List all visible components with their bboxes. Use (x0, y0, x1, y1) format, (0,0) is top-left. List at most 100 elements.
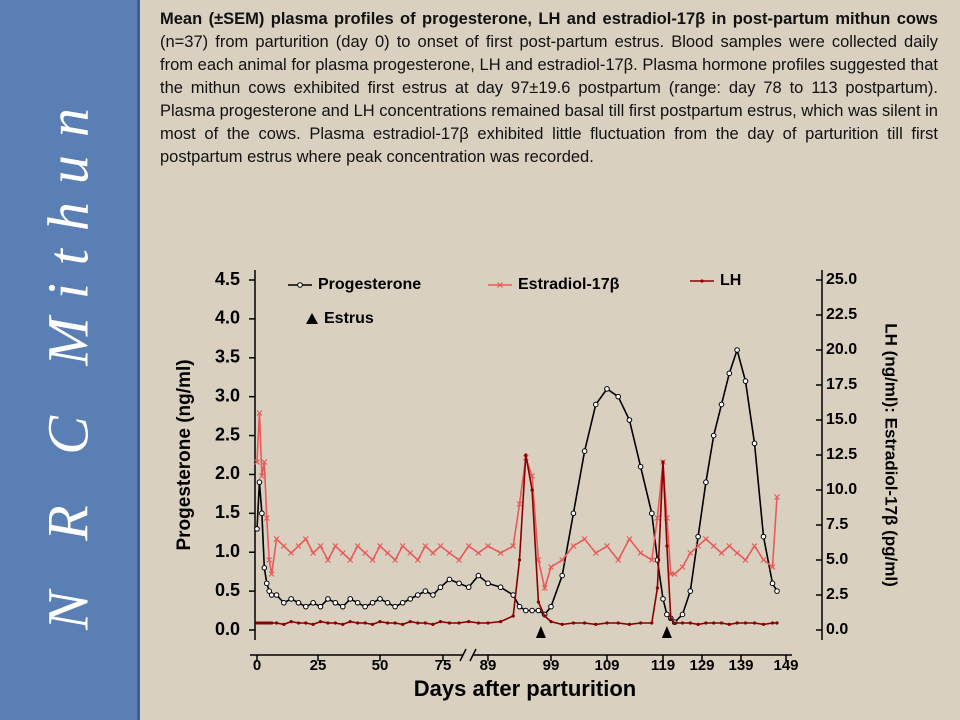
point (743, 621, 748, 625)
point (457, 621, 461, 625)
point (415, 592, 421, 598)
point (615, 393, 622, 400)
point (604, 543, 610, 549)
point (288, 596, 294, 602)
point (523, 607, 529, 614)
point (727, 622, 731, 627)
y2-tick-label: 10.0 (826, 481, 857, 498)
point (679, 564, 686, 570)
point (475, 550, 482, 556)
point (581, 536, 588, 542)
point (703, 479, 709, 486)
point (702, 536, 709, 542)
point (592, 550, 599, 556)
point (416, 621, 420, 625)
point (752, 621, 757, 625)
point (347, 596, 354, 602)
point (687, 550, 694, 556)
y2-tick-label: 20.0 (826, 341, 857, 358)
point (524, 453, 528, 457)
point (687, 588, 694, 594)
point (456, 557, 462, 563)
point (407, 550, 414, 556)
point (325, 596, 331, 602)
point (536, 600, 541, 604)
point (384, 599, 391, 606)
point (775, 621, 779, 625)
y-tick-label: 2.0 (215, 463, 240, 483)
point (673, 621, 677, 625)
point (559, 572, 566, 579)
point (341, 622, 345, 627)
point (583, 621, 587, 625)
estrus-arrow (535, 626, 546, 638)
point (559, 557, 566, 563)
point (288, 550, 295, 556)
point (263, 515, 270, 521)
point (446, 576, 453, 583)
point (548, 564, 554, 570)
sidebar: N R C Mithun (0, 0, 140, 720)
x-tick-label: 109 (594, 657, 619, 674)
y-tick-label: 1.5 (215, 502, 240, 522)
point (256, 410, 263, 416)
point (399, 599, 406, 606)
legend-label: Progesterone (318, 276, 421, 293)
point (543, 614, 547, 618)
point (408, 620, 412, 624)
point (423, 621, 427, 625)
point (734, 347, 740, 353)
point (378, 620, 382, 624)
x-tick-label: 0 (253, 657, 261, 674)
point (295, 543, 302, 549)
point (700, 279, 704, 283)
point (392, 557, 399, 563)
point (476, 621, 480, 625)
point (437, 543, 444, 549)
point (280, 543, 287, 549)
y2-tick-label: 22.5 (826, 306, 857, 323)
y2-tick-label: 7.5 (826, 516, 848, 533)
x-tick-label: 139 (728, 657, 753, 674)
point (339, 550, 346, 556)
point (499, 620, 503, 624)
point (431, 622, 435, 627)
x-tick-label: 75 (435, 657, 452, 674)
point (310, 599, 316, 606)
point (517, 558, 522, 562)
point (273, 592, 280, 598)
point (679, 611, 686, 618)
point (593, 401, 599, 408)
point (467, 620, 471, 624)
point (529, 607, 535, 614)
point (268, 592, 275, 598)
point (369, 557, 376, 563)
point (661, 460, 665, 464)
point (282, 622, 286, 627)
estrus-arrow (661, 626, 672, 638)
point (655, 586, 660, 590)
point (726, 543, 733, 549)
point (774, 494, 780, 500)
point (362, 550, 369, 556)
point (761, 622, 766, 627)
legend-marker (306, 313, 318, 324)
point (660, 596, 666, 602)
point (751, 543, 758, 549)
y-axis-label: Progesterone (ng/ml) (174, 359, 195, 550)
point (266, 557, 273, 563)
point (760, 557, 767, 563)
point (262, 621, 266, 625)
point (317, 603, 324, 610)
series-line (257, 454, 777, 626)
x-tick-label: 99 (543, 657, 560, 674)
point (304, 621, 308, 625)
point (384, 550, 391, 556)
point (270, 621, 274, 625)
point (326, 621, 330, 625)
y2-tick-label: 5.0 (826, 551, 848, 568)
point (399, 543, 406, 549)
point (648, 557, 655, 563)
point (511, 614, 515, 618)
